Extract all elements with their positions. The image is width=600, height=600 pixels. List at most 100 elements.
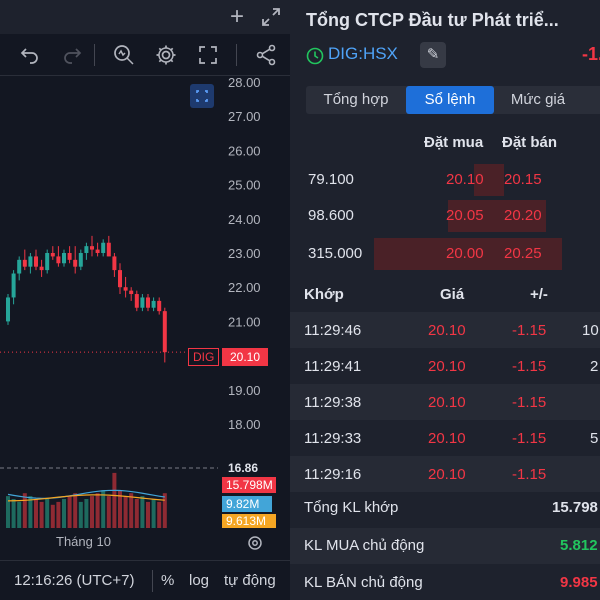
orderbook-bid: 20.05 — [446, 207, 484, 224]
volume-bar — [118, 490, 122, 528]
candle-body — [17, 259, 22, 274]
candle-body — [34, 256, 38, 267]
volume-bar — [17, 501, 22, 528]
total-value: 15.798 — [552, 499, 598, 516]
orderbook-row[interactable]: 79.100 20.10 20.15 — [290, 162, 600, 198]
auto-button[interactable]: tự động — [224, 572, 276, 589]
candle — [84, 242, 89, 260]
total-label: Tổng KL khớp — [304, 499, 399, 516]
quick-search-icon[interactable] — [110, 42, 138, 68]
y-tick-label: 25.00 — [228, 178, 261, 193]
candle-body — [140, 297, 145, 308]
candle-body — [90, 246, 94, 250]
candle-body — [146, 297, 150, 308]
volume-bar — [151, 499, 156, 528]
volume-bar — [106, 496, 111, 528]
market-status-icon — [306, 47, 324, 65]
trade-volume: 10 — [582, 322, 599, 339]
volume-ma-line-2 — [7, 494, 165, 502]
volume-bar — [6, 496, 10, 528]
add-icon[interactable]: + — [229, 3, 244, 30]
candle — [90, 235, 94, 257]
trade-volume: 2 — [590, 358, 599, 375]
edit-icon[interactable]: ✎ — [420, 42, 446, 68]
share-icon[interactable] — [252, 42, 280, 68]
orderbook-row[interactable]: 315.000 20.00 20.25 — [290, 236, 600, 272]
x-axis: Tháng 10 — [0, 528, 290, 560]
log-button[interactable]: log — [189, 572, 210, 589]
price-chart-svg[interactable]: 28.00 27.00 26.00 25.00 24.00 23.00 22.00 21.00… — [0, 76, 290, 528]
trade-row: 11:29:33 20.10 -1.15 5 — [290, 420, 600, 456]
percent-button[interactable]: % — [161, 572, 175, 589]
orderbook-volume: 79.100 — [308, 171, 354, 188]
settings-icon[interactable] — [152, 42, 180, 68]
timezone-label[interactable]: 12:16:26 (UTC+7) — [14, 572, 135, 589]
candle-body — [162, 311, 167, 353]
candle-body — [134, 294, 139, 308]
axis-settings-icon[interactable] — [244, 532, 266, 554]
trade-row: 11:29:38 20.10 -1.15 — [290, 384, 600, 420]
tab-price-levels[interactable]: Mức giá — [510, 91, 566, 108]
total-value: 5.812 — [560, 537, 598, 554]
candle-body — [78, 253, 83, 267]
price-change: -1.15 — [582, 44, 600, 64]
trades-price-header: Giá — [440, 286, 465, 303]
candle-body — [151, 300, 156, 308]
active-buy-row: KL MUA chủ động 5.812 — [290, 528, 600, 564]
candle-body — [67, 253, 72, 260]
expand-icon[interactable] — [258, 4, 284, 30]
orderbook-ask: 20.15 — [504, 171, 542, 188]
trade-change: -1.15 — [512, 358, 547, 375]
trade-time: 11:29:46 — [304, 322, 362, 339]
ticker-symbol[interactable]: DIG:HSX — [328, 44, 398, 63]
fullscreen-icon[interactable] — [194, 42, 222, 68]
candle — [118, 263, 122, 295]
candle — [157, 297, 162, 315]
candle-body — [73, 259, 78, 267]
volume-ma-line — [7, 489, 165, 499]
volume-bar — [22, 493, 27, 528]
x-axis-month-label: Tháng 10 — [56, 534, 111, 549]
candle — [62, 249, 66, 267]
tab-summary[interactable]: Tổng hợp — [323, 91, 389, 108]
orderbook-volume: 315.000 — [308, 245, 363, 262]
orderbook-buy-header: Đặt mua — [424, 134, 484, 151]
candle — [50, 246, 55, 260]
auto-scale-icon[interactable] — [190, 84, 214, 108]
candle — [151, 297, 156, 312]
candle-body — [39, 266, 44, 271]
trade-row: 11:29:46 20.10 -1.15 10 — [290, 312, 600, 348]
trade-time: 11:29:41 — [304, 358, 362, 375]
trade-time: 11:29:16 — [304, 466, 362, 483]
candle-body — [129, 290, 134, 295]
symbol-badge: DIG — [188, 348, 220, 366]
trades-header: Khớp Giá +/- — [290, 286, 600, 306]
tab-bar: Tổng hợp Sổ lệnh Mức giá — [306, 86, 600, 114]
volume-bar — [90, 496, 94, 528]
undo-icon[interactable] — [16, 42, 44, 68]
trade-change: -1.15 — [512, 394, 547, 411]
volume-bar — [56, 501, 61, 528]
candle — [73, 246, 78, 274]
volume-label-2: 15.798M — [222, 477, 276, 493]
candle-body — [157, 300, 162, 312]
candle-body — [45, 253, 50, 271]
last-price-badge: 20.10 — [222, 348, 268, 366]
orderbook-row[interactable]: 98.600 20.05 20.20 — [290, 198, 600, 234]
candle — [112, 253, 117, 277]
candle-body — [101, 242, 106, 253]
candle — [162, 307, 167, 363]
candle-body — [56, 256, 61, 264]
candle — [140, 294, 145, 312]
price-chart[interactable]: 28.00 27.00 26.00 25.00 24.00 23.00 22.00 21.00… — [0, 76, 290, 528]
candle — [78, 249, 83, 271]
redo-icon[interactable] — [58, 42, 86, 68]
chart-header: + — [0, 0, 290, 34]
candle — [146, 294, 150, 312]
y-tick-label: 21.00 — [228, 314, 261, 329]
volume-bar — [67, 496, 72, 528]
volume-bar — [157, 501, 162, 528]
y-tick-label: 19.00 — [228, 383, 261, 398]
tab-orderbook[interactable]: Sổ lệnh — [406, 86, 494, 114]
y-tick-label: 23.00 — [228, 246, 261, 261]
